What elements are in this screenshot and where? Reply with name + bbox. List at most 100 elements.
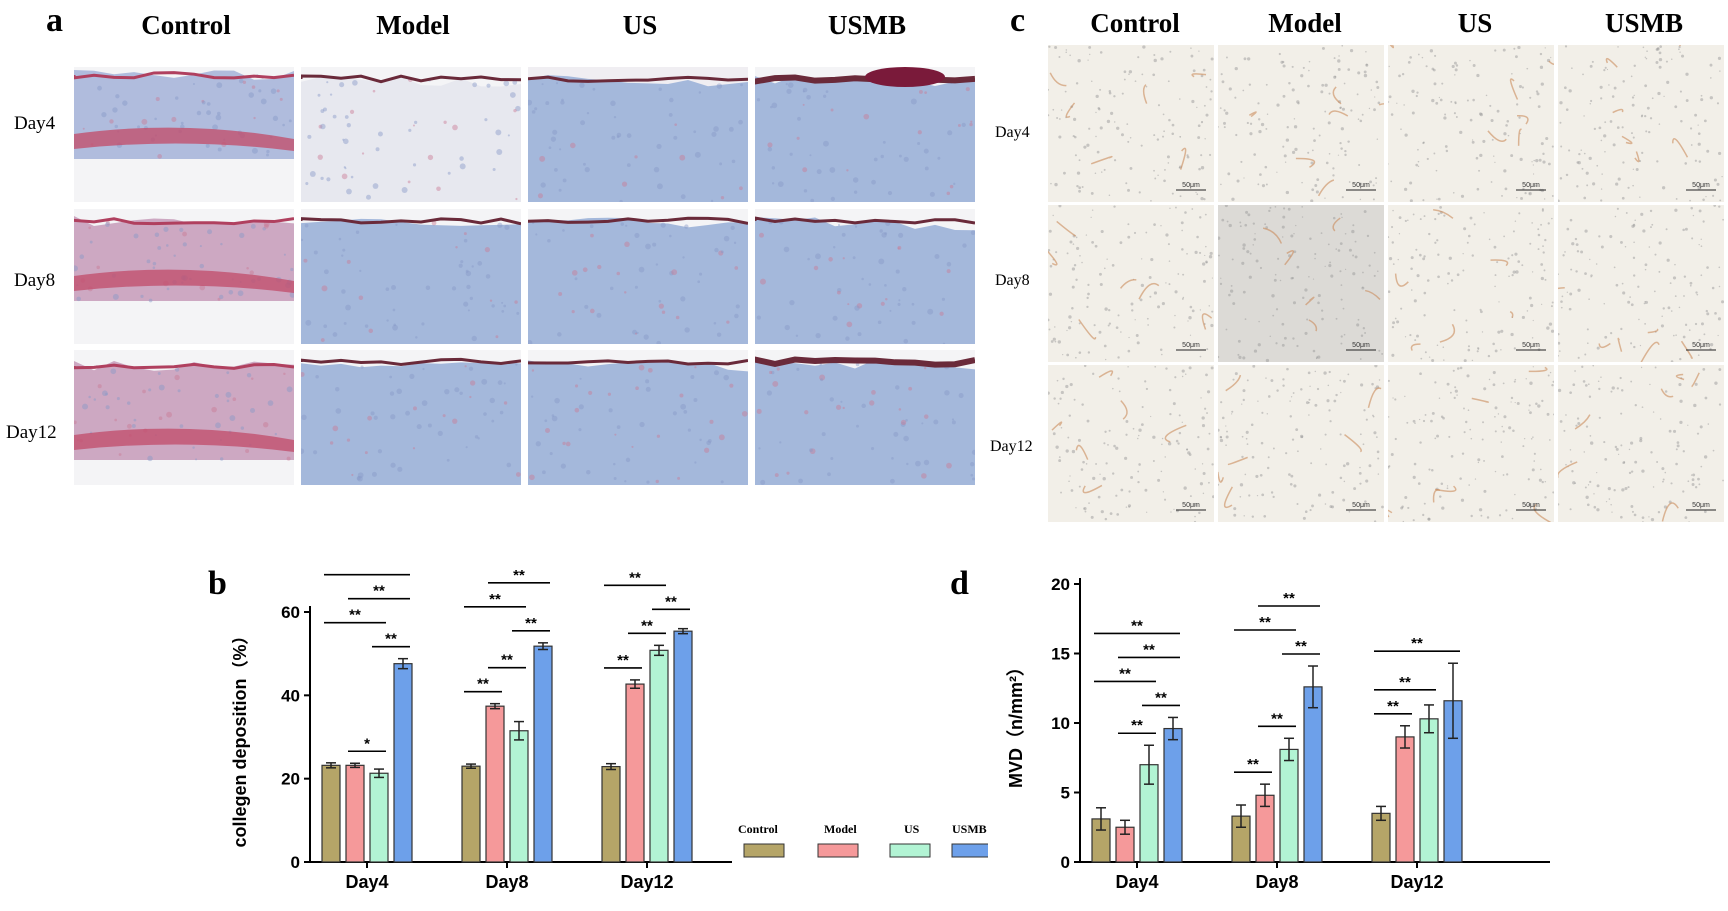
ihc-image-model-day8: 50μm <box>1218 205 1384 362</box>
legend-label-control: Control <box>738 822 778 836</box>
ihc-image-model-day4: 50μm <box>1218 45 1384 202</box>
legend-label-us: US <box>904 822 920 836</box>
error-bar <box>1308 665 1318 709</box>
significance-label: ** <box>373 583 385 600</box>
legend-label-model: Model <box>824 822 857 836</box>
significance-bracket: ** <box>1118 717 1156 734</box>
error-bar <box>1376 805 1386 822</box>
significance-label: ** <box>1131 617 1143 634</box>
ihc-image-usmb-day4: 50μm <box>1558 45 1724 202</box>
significance-label: ** <box>1155 689 1167 706</box>
y-tick-label: 40 <box>281 686 300 705</box>
panel-b-letter: b <box>208 565 227 602</box>
panel-a-row-day8: Day8 <box>14 270 56 291</box>
scale-bar-label: 50μm <box>1182 502 1200 509</box>
error-bar <box>350 762 360 769</box>
significance-label: ** <box>477 676 489 693</box>
masson-image-control-day8 <box>74 209 294 344</box>
masson-image-us-day12 <box>528 350 748 485</box>
y-tick-label: 60 <box>281 603 300 622</box>
significance-label: ** <box>617 652 629 669</box>
scale-bar-label: 50μm <box>1692 502 1710 509</box>
significance-bracket: ** <box>348 583 410 600</box>
significance-label: ** <box>1131 717 1143 734</box>
scale-bar-label: 50μm <box>1692 342 1710 349</box>
ihc-image-control-day8: 50μm <box>1048 205 1214 362</box>
error-bar <box>1260 783 1270 808</box>
significance-bracket: ** <box>1142 689 1180 706</box>
y-tick-label: 10 <box>1051 714 1070 733</box>
masson-image-model-day12 <box>301 350 521 485</box>
panel-c-col-control: Control <box>1090 8 1180 38</box>
ihc-image-us-day8: 50μm <box>1388 205 1554 362</box>
error-bar <box>1424 704 1434 734</box>
significance-bracket: ** <box>604 570 666 586</box>
scale-bar-label: 50μm <box>1352 182 1370 189</box>
scale-bar-label: 50μm <box>1522 342 1540 349</box>
significance-bracket: * <box>348 735 386 752</box>
significance-label: ** <box>513 570 525 584</box>
error-bar <box>630 679 640 689</box>
ihc-image-model-day12: 50μm <box>1218 365 1384 522</box>
significance-bracket: ** <box>372 631 410 648</box>
chart-b-legend: Control Model US USMB <box>728 818 988 868</box>
panel-c-letter: c <box>1010 2 1026 39</box>
scale-bar-label: 50μm <box>1692 182 1710 189</box>
panel-c-col-us: US <box>1457 8 1493 38</box>
significance-bracket: ** <box>1094 665 1156 682</box>
error-bar <box>466 763 476 769</box>
scale-bar-label: 50μm <box>1352 502 1370 509</box>
panel-a-col-control: Control <box>141 10 231 40</box>
bar-us-day8 <box>1279 748 1299 863</box>
significance-label: ** <box>641 617 653 634</box>
x-tick-label: Day8 <box>485 872 528 892</box>
significance-bracket: ** <box>324 607 386 624</box>
legend-swatch-us <box>889 843 931 858</box>
significance-bracket: ** <box>1374 674 1436 691</box>
panel-c-col-usmb: USMB <box>1604 8 1683 38</box>
bar-control-day4 <box>321 764 341 863</box>
bar-usmb-day8 <box>533 645 553 863</box>
error-bar <box>490 702 500 710</box>
ihc-image-control-day12: 50μm <box>1048 365 1214 522</box>
x-tick-label: Day4 <box>345 872 388 892</box>
bar-model-day12 <box>1395 736 1415 863</box>
ihc-image-usmb-day12: 50μm <box>1558 365 1724 522</box>
ihc-image-usmb-day8: 50μm <box>1558 205 1724 362</box>
scale-bar-label: 50μm <box>1522 182 1540 189</box>
panel-a-col-usmb: USMB <box>827 10 906 40</box>
masson-image-us-day8 <box>528 209 748 344</box>
x-tick-label: Day4 <box>1115 872 1158 892</box>
x-tick-label: Day8 <box>1255 872 1298 892</box>
panel-a-row-day12: Day12 <box>6 422 57 443</box>
panel-a-col-model: Model <box>376 10 450 40</box>
bar-usmb-day4 <box>393 663 413 863</box>
panel-d-letter: d <box>950 565 969 602</box>
error-bar <box>1400 725 1410 749</box>
significance-label: ** <box>525 615 537 632</box>
error-bar <box>1448 662 1458 740</box>
significance-label: ** <box>629 570 641 586</box>
y-axis-label: collegen deposition（%） <box>232 626 250 847</box>
error-bar <box>326 762 336 769</box>
masson-image-usmb-day12 <box>755 350 975 485</box>
scale-bar-label: 50μm <box>1182 342 1200 349</box>
panel-a-letter: a <box>46 2 63 39</box>
y-tick-label: 20 <box>281 770 300 789</box>
significance-bracket: ** <box>1258 710 1296 727</box>
error-bar <box>398 657 408 670</box>
error-bar <box>374 768 384 779</box>
significance-label: ** <box>1143 641 1155 658</box>
significance-label: ** <box>1119 665 1131 682</box>
significance-bracket: ** <box>1118 641 1180 658</box>
significance-bracket: ** <box>324 570 410 576</box>
significance-label: ** <box>489 591 501 608</box>
significance-bracket: ** <box>464 676 502 693</box>
chart-collagen-deposition: 0 20 40 60 collegen deposition（%） Day4 Day8 Day… <box>232 570 732 892</box>
error-bar <box>1144 744 1154 785</box>
significance-bracket: ** <box>1374 635 1460 652</box>
error-bar <box>654 644 664 657</box>
significance-label: ** <box>1283 590 1295 607</box>
panel-a-col-us: US <box>622 10 658 40</box>
masson-image-model-day8 <box>301 209 521 344</box>
